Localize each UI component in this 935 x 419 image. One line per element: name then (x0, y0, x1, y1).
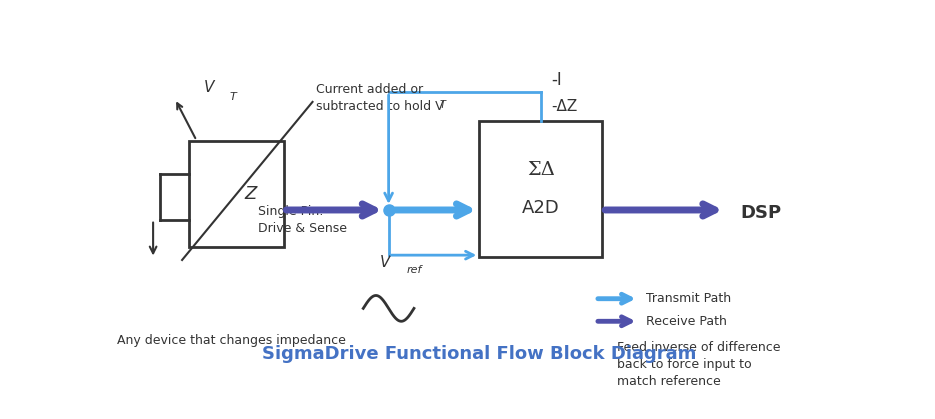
Text: Z: Z (245, 185, 257, 203)
Text: Single Pin:
Drive & Sense: Single Pin: Drive & Sense (258, 205, 347, 235)
Bar (480, 121, 602, 257)
Text: Feed inverse of difference
back to force input to
match reference: Feed inverse of difference back to force… (617, 341, 781, 388)
Text: DSP: DSP (741, 204, 781, 222)
Text: Transmit Path: Transmit Path (646, 292, 731, 305)
Text: Current added or
subtracted to hold V: Current added or subtracted to hold V (316, 83, 444, 113)
Text: -ΔZ: -ΔZ (552, 99, 578, 114)
Bar (189, 141, 283, 247)
Text: V: V (204, 80, 214, 96)
Text: SigmaDrive Functional Flow Block Diagram: SigmaDrive Functional Flow Block Diagram (262, 345, 697, 363)
Text: T: T (229, 92, 236, 102)
Text: A2D: A2D (522, 199, 560, 217)
Text: ΣΔ: ΣΔ (526, 160, 554, 178)
Text: -I: -I (552, 71, 562, 89)
Text: V: V (380, 255, 390, 270)
Text: T: T (439, 100, 445, 110)
Text: ref: ref (407, 264, 422, 274)
Text: Receive Path: Receive Path (646, 315, 726, 328)
Text: Any device that changes impedance: Any device that changes impedance (117, 334, 346, 347)
